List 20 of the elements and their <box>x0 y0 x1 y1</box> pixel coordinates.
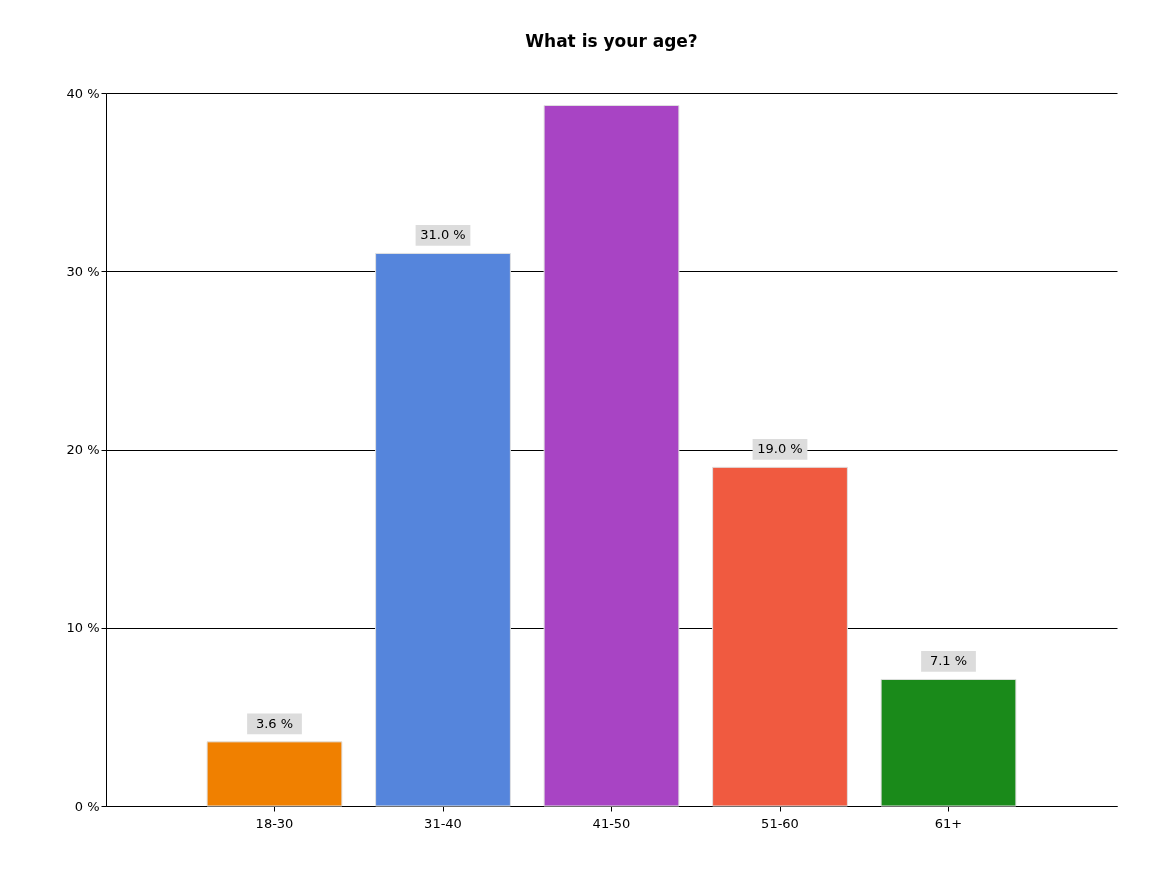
bar <box>543 104 680 807</box>
bar <box>206 741 343 807</box>
x-tick-label: 51-60 <box>761 815 799 831</box>
bar <box>712 466 848 807</box>
y-tick-label: 40 % <box>66 85 100 101</box>
x-tick-label: 61+ <box>934 815 963 831</box>
data-label: 31.0 % <box>420 227 466 243</box>
data-label: 19.0 % <box>757 441 803 457</box>
bar <box>375 252 511 807</box>
x-tick-label: 31-40 <box>424 815 462 831</box>
data-label: 7.1 % <box>929 653 968 669</box>
y-tick-label: 30 % <box>66 263 100 279</box>
data-label: 3.6 % <box>255 715 294 731</box>
x-tick-label: 18-30 <box>255 815 294 831</box>
x-tick-label: 41-50 <box>592 815 631 831</box>
bar <box>880 678 1017 807</box>
chart-title: What is your age? <box>525 31 698 51</box>
y-tick-label: 20 % <box>66 442 100 457</box>
y-tick-label: 10 % <box>66 620 100 636</box>
y-tick-label: 0 % <box>74 798 100 814</box>
